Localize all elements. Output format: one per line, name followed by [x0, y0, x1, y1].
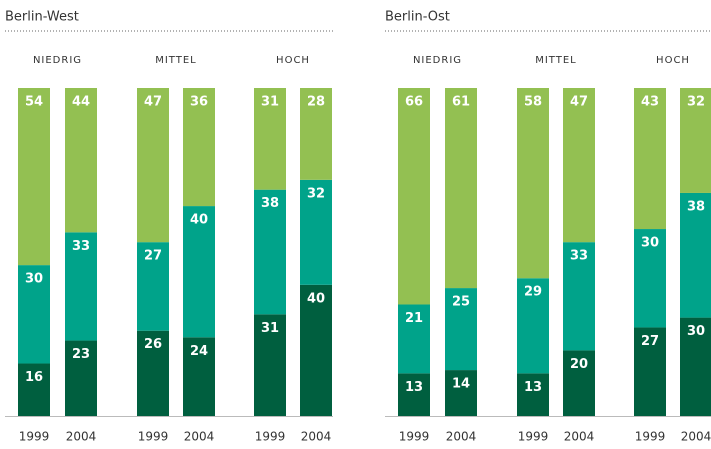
bar-segment — [183, 88, 215, 207]
value-label: 47 — [144, 95, 162, 110]
value-label: 38 — [687, 199, 705, 214]
bar-segment — [634, 88, 666, 230]
value-label: 58 — [524, 95, 542, 110]
value-label: 31 — [261, 321, 279, 336]
value-label: 43 — [641, 95, 659, 110]
value-label: 30 — [25, 272, 43, 287]
bar-segment — [563, 242, 595, 351]
value-label: 61 — [452, 95, 470, 110]
bar-segment — [254, 189, 286, 315]
x-tick-label: 2004 — [446, 430, 477, 444]
value-label: 47 — [570, 95, 588, 110]
x-tick-label: 2004 — [184, 430, 215, 444]
bar-segment — [563, 350, 595, 416]
bar-segment — [517, 278, 549, 374]
x-tick-label: 1999 — [19, 430, 50, 444]
x-tick-label: 2004 — [681, 430, 711, 444]
bar-segment — [18, 265, 50, 364]
value-label: 21 — [405, 311, 423, 326]
value-label: 38 — [261, 196, 279, 211]
value-label: 29 — [524, 285, 542, 300]
bar-segment — [445, 370, 477, 416]
value-label: 32 — [687, 95, 705, 110]
group-label: MITTEL — [535, 55, 577, 66]
x-tick-label: 1999 — [518, 430, 549, 444]
value-label: 31 — [261, 95, 279, 110]
bar-segment — [254, 314, 286, 416]
value-label: 40 — [190, 213, 208, 228]
value-label: 54 — [25, 95, 43, 110]
x-tick-label: 2004 — [301, 430, 332, 444]
group-label: HOCH — [656, 55, 690, 66]
value-label: 27 — [144, 249, 162, 264]
group-label: MITTEL — [155, 55, 197, 66]
value-label: 13 — [524, 380, 542, 395]
x-tick-label: 2004 — [66, 430, 97, 444]
bar-segment — [65, 340, 97, 416]
value-label: 13 — [405, 380, 423, 395]
bar-segment — [680, 317, 711, 416]
x-tick-label: 1999 — [399, 430, 430, 444]
value-label: 30 — [641, 236, 659, 251]
bar-segment — [18, 363, 50, 416]
group-label: HOCH — [276, 55, 310, 66]
value-label: 36 — [190, 95, 208, 110]
value-label: 28 — [307, 95, 325, 110]
bar-segment — [183, 337, 215, 416]
bar-segment — [517, 88, 549, 279]
bar-segment — [183, 206, 215, 338]
value-label: 44 — [72, 95, 90, 110]
bar-segment — [137, 330, 169, 416]
x-tick-label: 1999 — [635, 430, 666, 444]
panel-title: Berlin-West — [5, 10, 79, 25]
bar-segment — [680, 88, 711, 193]
bar-segment — [300, 88, 332, 180]
value-label: 26 — [144, 337, 162, 352]
bar-segment — [300, 284, 332, 416]
value-label: 20 — [570, 357, 588, 372]
value-label: 33 — [72, 239, 90, 254]
value-label: 25 — [452, 295, 470, 310]
bar-segment — [634, 229, 666, 328]
value-label: 16 — [25, 370, 43, 385]
value-label: 40 — [307, 291, 325, 306]
x-tick-label: 1999 — [138, 430, 169, 444]
bar-segment — [517, 373, 549, 416]
bar-segment — [398, 88, 430, 305]
bar-segment — [18, 88, 50, 266]
bar-segment — [137, 242, 169, 331]
x-tick-label: 2004 — [564, 430, 595, 444]
bar-segment — [398, 304, 430, 374]
bar-segment — [634, 327, 666, 416]
value-label: 24 — [190, 344, 208, 359]
x-tick-label: 1999 — [255, 430, 286, 444]
bar-segment — [254, 88, 286, 190]
value-label: 14 — [452, 377, 470, 392]
value-label: 30 — [687, 324, 705, 339]
value-label: 66 — [405, 95, 423, 110]
group-label: NIEDRIG — [413, 55, 462, 66]
bar-segment — [137, 88, 169, 243]
bar-segment — [300, 179, 332, 285]
bar-segment — [563, 88, 595, 243]
value-label: 27 — [641, 334, 659, 349]
bar-segment — [445, 88, 477, 289]
value-label: 32 — [307, 186, 325, 201]
value-label: 23 — [72, 347, 90, 362]
bar-segment — [445, 288, 477, 371]
panel-title: Berlin-Ost — [385, 10, 450, 25]
bar-segment — [680, 192, 711, 318]
bar-segment — [65, 232, 97, 341]
value-label: 33 — [570, 249, 588, 264]
group-label: NIEDRIG — [33, 55, 82, 66]
bar-segment — [398, 373, 430, 416]
bar-segment — [65, 88, 97, 233]
